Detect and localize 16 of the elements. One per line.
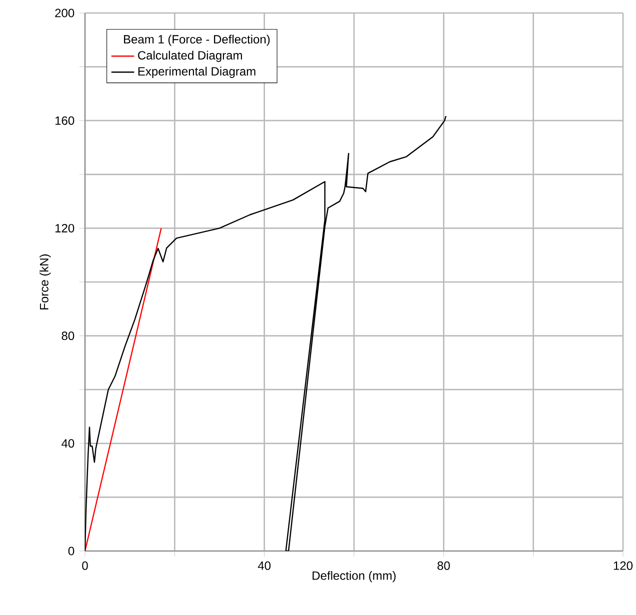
legend-label: Calculated Diagram — [138, 50, 242, 62]
y-tick-label: 160 — [56, 116, 74, 125]
line-series — [85, 115, 447, 552]
x-axis-title: Deflection (mm) — [312, 571, 396, 582]
x-tick-label: 80 — [438, 561, 450, 570]
y-tick-label: 0 — [68, 546, 74, 556]
y-tick-label: 80 — [62, 332, 74, 340]
y-axis-title: Force (kN) — [40, 254, 51, 310]
x-tick-label: 0 — [82, 561, 88, 570]
y-tick-label: 200 — [55, 8, 74, 18]
legend-title: Beam 1 (Force - Deflection) — [124, 34, 270, 46]
x-tick-label: 40 — [258, 561, 271, 570]
y-tick-label: 120 — [56, 224, 74, 232]
x-tick-label: 120 — [614, 561, 633, 570]
legend-label: Experimental Diagram — [138, 66, 256, 78]
y-tick-label: 40 — [62, 439, 74, 448]
